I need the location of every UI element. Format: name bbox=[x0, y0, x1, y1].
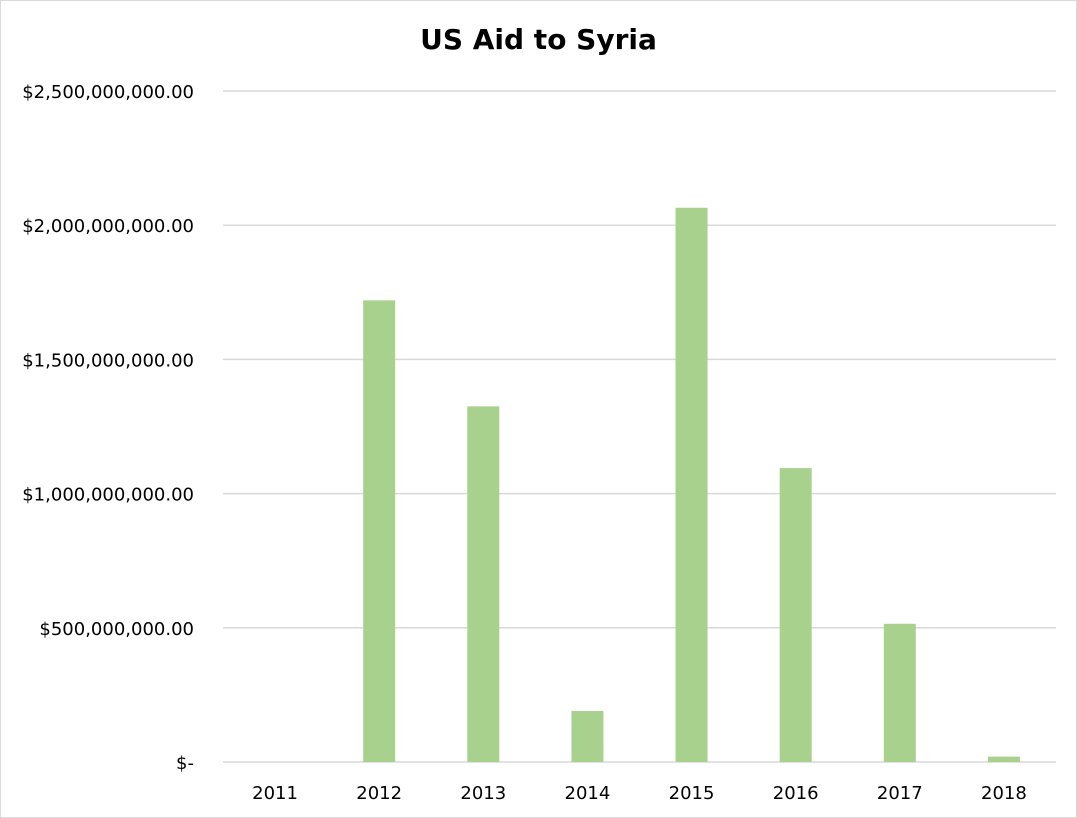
y-tick-label: $500,000,000.00 bbox=[39, 619, 194, 640]
bar-2016 bbox=[779, 468, 812, 762]
bar-2013 bbox=[467, 406, 500, 762]
x-axis-tick-labels: 2011 2012 2013 2014 2015 2016 2017 2018 bbox=[252, 783, 1027, 804]
gridlines bbox=[223, 90, 1056, 763]
bars bbox=[363, 207, 1020, 762]
bar-2014 bbox=[571, 711, 604, 762]
bar-2018 bbox=[987, 756, 1020, 762]
bar-2017 bbox=[883, 623, 916, 762]
bar-2015 bbox=[675, 207, 708, 762]
x-tick-label: 2013 bbox=[460, 783, 506, 804]
x-tick-label: 2017 bbox=[877, 783, 923, 804]
x-tick-label: 2018 bbox=[981, 783, 1027, 804]
x-tick-label: 2015 bbox=[669, 783, 715, 804]
y-tick-label: $- bbox=[176, 753, 194, 774]
y-axis-tick-labels: $- $500,000,000.00 $1,000,000,000.00 $1,500… bbox=[22, 82, 194, 774]
bar-2012 bbox=[363, 300, 396, 762]
y-tick-label: $1,500,000,000.00 bbox=[22, 350, 194, 371]
x-tick-label: 2012 bbox=[356, 783, 402, 804]
x-tick-label: 2016 bbox=[773, 783, 819, 804]
y-tick-label: $1,000,000,000.00 bbox=[22, 485, 194, 506]
x-tick-label: 2014 bbox=[565, 783, 611, 804]
y-tick-label: $2,500,000,000.00 bbox=[22, 82, 194, 103]
x-tick-label: 2011 bbox=[252, 783, 298, 804]
y-tick-label: $2,000,000,000.00 bbox=[22, 216, 194, 237]
chart-title: US Aid to Syria bbox=[420, 23, 657, 56]
